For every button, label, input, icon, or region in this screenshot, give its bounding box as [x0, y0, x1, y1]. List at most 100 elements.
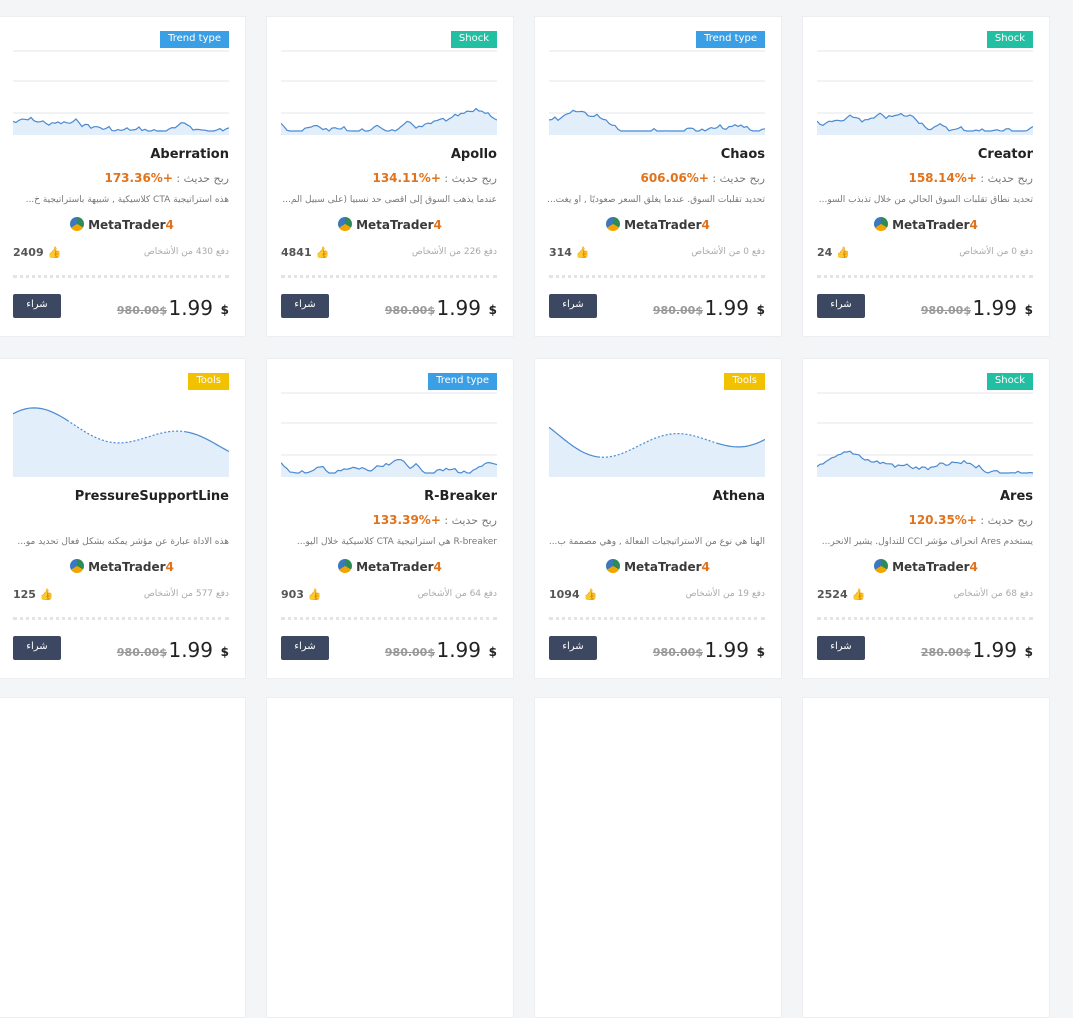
chart-thumbnail: [281, 50, 497, 135]
buy-button[interactable]: شراء: [13, 294, 61, 318]
profit-label: ربح حديث :: [444, 514, 497, 527]
product-description: R-breaker هي استراتيجية CTA كلاسيكية خلا…: [296, 537, 497, 547]
recent-profit: ربح حديث : 173.36%+: [104, 171, 229, 185]
like-count: 24 👍: [817, 246, 850, 259]
platform-logo: MetaTrader4: [803, 217, 1049, 232]
chart-thumbnail: [13, 407, 229, 477]
chart-area: [13, 407, 229, 477]
product-title: Ares: [999, 489, 1033, 504]
brand-name: MetaTrader: [88, 560, 166, 574]
platform-logo: MetaTrader4: [0, 559, 245, 574]
logo-icon: [338, 217, 353, 231]
buyers-count: دفع 0 من الأشخاص: [691, 247, 765, 257]
likes-number: 2409: [13, 246, 44, 259]
buy-button[interactable]: شراء: [549, 294, 597, 318]
currency: $: [220, 645, 229, 659]
brand-version: 4: [433, 560, 442, 574]
profit-value: 120.35%+: [908, 513, 977, 527]
product-title: Athena: [712, 489, 765, 504]
product-description: تحديد نطاق تقلبات السوق الحالي من خلال ت…: [818, 195, 1033, 205]
chart-line: [549, 426, 765, 458]
profit-label: ربح حديث :: [980, 172, 1033, 185]
chart-line: [13, 116, 229, 132]
buyers-count: دفع 0 من الأشخاص: [959, 247, 1033, 257]
chart-thumbnail: [549, 50, 765, 135]
price: 1.99: [972, 638, 1017, 662]
chart-line: [549, 109, 765, 132]
buyers-count: دفع 64 من الأشخاص: [417, 589, 497, 599]
card-partial: [534, 697, 782, 1018]
buy-button[interactable]: شراء: [817, 294, 865, 318]
divider: [817, 617, 1033, 620]
buyers-count: دفع 430 من الأشخاص: [143, 247, 229, 257]
brand-version: 4: [165, 218, 174, 232]
likes-number: 125: [13, 588, 36, 601]
brand-name: MetaTrader: [356, 218, 434, 232]
category-tag: Trend type: [696, 31, 765, 48]
buy-button[interactable]: شراء: [281, 636, 329, 660]
product-description: الهنا هي نوع من الاستراتيجيات الفعالة , …: [548, 537, 765, 547]
divider: [549, 275, 765, 278]
likes-number: 2524: [817, 588, 848, 601]
likes-number: 24: [817, 246, 833, 259]
profit-label: ربح حديث :: [712, 172, 765, 185]
brand-name: MetaTrader: [892, 218, 970, 232]
buy-button[interactable]: شراء: [817, 636, 865, 660]
product-description: تحديد تقلبات السوق. عندما يغلق السعر صعو…: [547, 195, 765, 205]
product-description: هذه الاداة عبارة عن مؤشر يمكنه بشكل فعال…: [17, 537, 229, 547]
card-partial: [266, 697, 514, 1018]
product-card: Trend type R-Breaker ربح حديث : 133.39%+ R-…: [266, 358, 514, 679]
chart-line: [281, 107, 497, 132]
profit-label: ربح حديث :: [980, 514, 1033, 527]
price: 1.99: [704, 638, 749, 662]
likes-number: 314: [549, 246, 572, 259]
product-card: Trend type Chaos ربح حديث : 606.06%+ تحديد …: [534, 16, 782, 337]
likes-number: 1094: [549, 588, 580, 601]
like-count: 2409 👍: [13, 246, 62, 259]
buy-button[interactable]: شراء: [281, 294, 329, 318]
old-price: 980.00$: [116, 304, 167, 317]
platform-logo: MetaTrader4: [803, 559, 1049, 574]
buy-button[interactable]: شراء: [549, 636, 597, 660]
chart-thumbnail: [13, 50, 229, 135]
like-count: 2524 👍: [817, 588, 866, 601]
logo-icon: [874, 559, 889, 573]
product-card: Shock Ares ربح حديث : 120.35%+ يستخدم Ares …: [802, 358, 1050, 679]
product-description: عندما يذهب السوق إلى أقصى حد نسبيا (على …: [282, 195, 497, 205]
chart-area: [817, 113, 1033, 135]
like-count: 314 👍: [549, 246, 590, 259]
product-title: PressureSupportLine: [74, 489, 229, 504]
buyers-count: دفع 577 من الأشخاص: [143, 589, 229, 599]
product-card: Shock Apollo ربح حديث : 134.11%+ عندما يذهب…: [266, 16, 514, 337]
old-price: 980.00$: [652, 646, 703, 659]
platform-logo: MetaTrader4: [535, 217, 781, 232]
logo-icon: [70, 217, 85, 231]
category-tag: Shock: [450, 31, 497, 48]
chart-line: [817, 450, 1033, 474]
platform-logo: MetaTrader4: [267, 559, 513, 574]
chart-area: [281, 108, 497, 135]
currency: $: [488, 303, 497, 317]
recent-profit: ربح حديث : 134.11%+: [372, 171, 497, 185]
divider: [13, 617, 229, 620]
chart-area: [13, 117, 229, 135]
divider: [281, 275, 497, 278]
recent-profit: ربح حديث : 133.39%+: [372, 513, 497, 527]
profit-value: 133.39%+: [372, 513, 441, 527]
divider: [549, 617, 765, 620]
old-price: 280.00$: [920, 646, 971, 659]
price: 1.99: [436, 296, 481, 320]
old-price: 980.00$: [116, 646, 167, 659]
product-description: هذه استراتيجية CTA كلاسيكية , شبيهة باست…: [25, 195, 229, 205]
product-card: Tools Athena الهنا هي نوع من الاستراتيجيات…: [534, 358, 782, 679]
buy-button[interactable]: شراء: [13, 636, 61, 660]
buyers-count: دفع 19 من الأشخاص: [685, 589, 765, 599]
recent-profit: ربح حديث : 158.14%+: [908, 171, 1033, 185]
price: 1.99: [168, 296, 213, 320]
category-tag: Trend type: [160, 31, 229, 48]
chart-thumbnail: [817, 50, 1033, 135]
recent-profit: ربح حديث : 606.06%+: [640, 171, 765, 185]
chart-thumbnail: [817, 392, 1033, 477]
page: html, body { margin: 0; padding: 0; } bo…: [0, 16, 1050, 1018]
chart-line: [13, 407, 229, 453]
